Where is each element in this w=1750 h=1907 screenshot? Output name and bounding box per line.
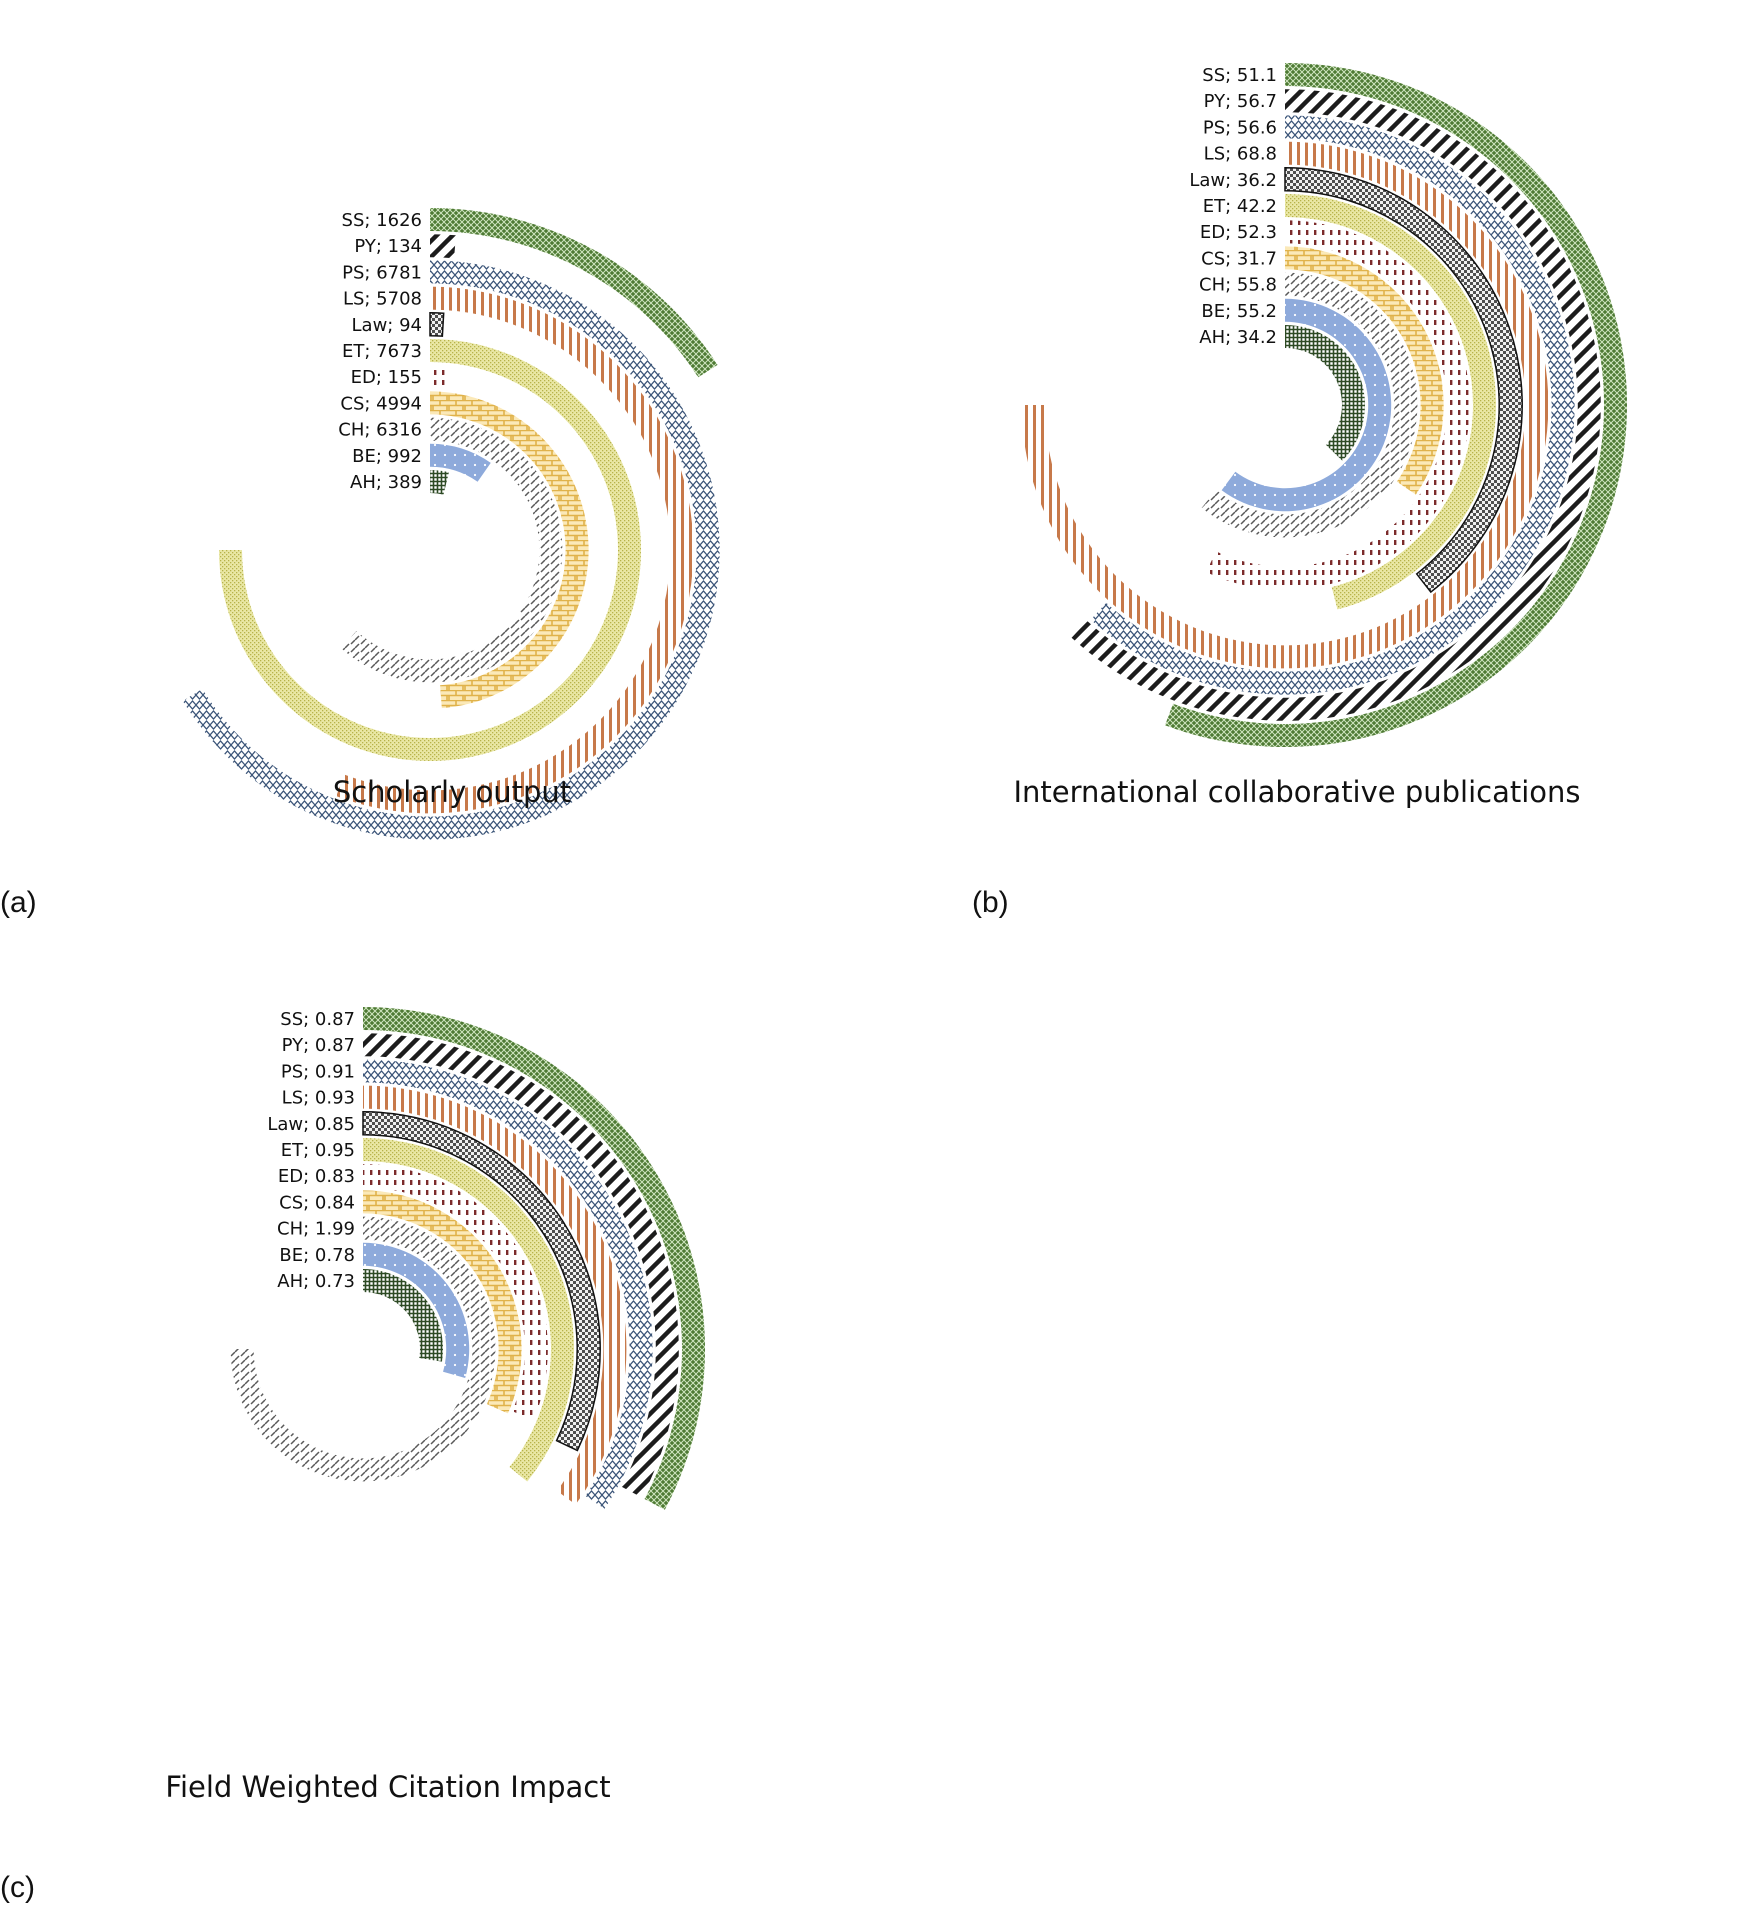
bar-ah xyxy=(430,470,449,495)
bar-py xyxy=(430,234,456,259)
data-label-et: ET; 42.2 xyxy=(1203,196,1277,217)
data-label-py: PY; 56.7 xyxy=(1204,91,1277,112)
bar-be xyxy=(430,443,491,482)
bar-ps xyxy=(363,1059,653,1509)
data-label-ah: AH; 0.73 xyxy=(277,1271,355,1292)
bar-ah xyxy=(1285,325,1365,461)
bar-ps xyxy=(1090,115,1575,695)
data-label-ls: LS; 5708 xyxy=(343,289,422,310)
bar-ss xyxy=(430,208,718,378)
bar-be xyxy=(1221,298,1392,512)
chart-title-c: Field Weighted Citation Impact xyxy=(165,1770,610,1804)
data-label-py: PY; 134 xyxy=(354,236,422,257)
data-label-ch: CH; 55.8 xyxy=(1199,275,1277,296)
bar-cs xyxy=(430,391,589,709)
data-label-ls: LS; 68.8 xyxy=(1204,144,1277,165)
bar-cs xyxy=(363,1190,522,1414)
data-label-law: Law; 0.85 xyxy=(267,1114,355,1135)
chart-international-collaboration: SS; 51.1 PY; 56.7 PS; 56.6 LS; 68.8 Law; 36.… xyxy=(1021,63,1627,747)
panel-label-c: (c) xyxy=(0,1871,35,1904)
panel-label-b: (b) xyxy=(972,886,1009,919)
data-label-cs: CS; 4994 xyxy=(340,393,422,414)
bar-py xyxy=(1071,89,1601,721)
data-label-ah: AH; 34.2 xyxy=(1199,327,1277,348)
chart-fwci: SS; 0.87 PY; 0.87 PS; 0.91 LS; 0.93 Law; 0.8… xyxy=(230,1007,705,1510)
bar-ss xyxy=(363,1007,705,1510)
data-label-et: ET; 0.95 xyxy=(281,1140,355,1161)
data-label-ch: CH; 6316 xyxy=(338,420,422,441)
bar-ls xyxy=(363,1085,627,1505)
data-label-ed: ED; 155 xyxy=(351,367,422,388)
data-label-cs: CS; 31.7 xyxy=(1201,248,1277,269)
bar-law xyxy=(429,312,445,337)
data-label-ed: ED; 0.83 xyxy=(278,1166,355,1187)
bar-et xyxy=(1285,194,1496,610)
data-label-cs: CS; 0.84 xyxy=(279,1192,355,1213)
bar-ch xyxy=(1201,272,1418,538)
data-label-ss: SS; 51.1 xyxy=(1202,65,1277,86)
bar-cs xyxy=(1285,246,1444,495)
data-label-ss: SS; 1626 xyxy=(342,210,422,231)
data-label-ls: LS; 0.93 xyxy=(282,1088,355,1109)
bar-py xyxy=(363,1033,679,1498)
chart-title-b: International collaborative publications xyxy=(1013,775,1580,809)
bar-ah xyxy=(363,1269,443,1362)
data-label-be: BE; 0.78 xyxy=(279,1245,355,1266)
data-label-be: BE; 992 xyxy=(352,446,422,467)
data-label-py: PY; 0.87 xyxy=(282,1035,355,1056)
data-label-ch: CH; 1.99 xyxy=(277,1219,355,1240)
data-label-law: Law; 94 xyxy=(352,315,422,336)
bar-ch xyxy=(340,417,563,683)
data-label-ss: SS; 0.87 xyxy=(280,1009,355,1030)
chart-title-a: Scholarly output xyxy=(333,775,571,809)
chart-scholarly-output: SS; 1626 PY; 134 PS; 6781 LS; 5708 Law; 94 ET… xyxy=(182,208,720,840)
bar-law xyxy=(362,1111,601,1452)
bar-ed xyxy=(430,365,448,389)
data-label-ps: PS; 0.91 xyxy=(281,1061,355,1082)
data-label-ps: PS; 6781 xyxy=(342,262,422,283)
data-label-ps: PS; 56.6 xyxy=(1203,117,1277,138)
data-label-ed: ED; 52.3 xyxy=(1200,222,1277,243)
data-label-ah: AH; 389 xyxy=(350,472,422,493)
panel-label-a: (a) xyxy=(0,886,37,919)
bar-law xyxy=(1284,167,1523,594)
bar-ed xyxy=(363,1164,548,1421)
bar-et xyxy=(363,1138,575,1482)
data-label-law: Law; 36.2 xyxy=(1189,170,1277,191)
data-label-et: ET; 7673 xyxy=(342,341,422,362)
data-label-be: BE; 55.2 xyxy=(1201,301,1277,322)
bar-be xyxy=(363,1242,470,1378)
